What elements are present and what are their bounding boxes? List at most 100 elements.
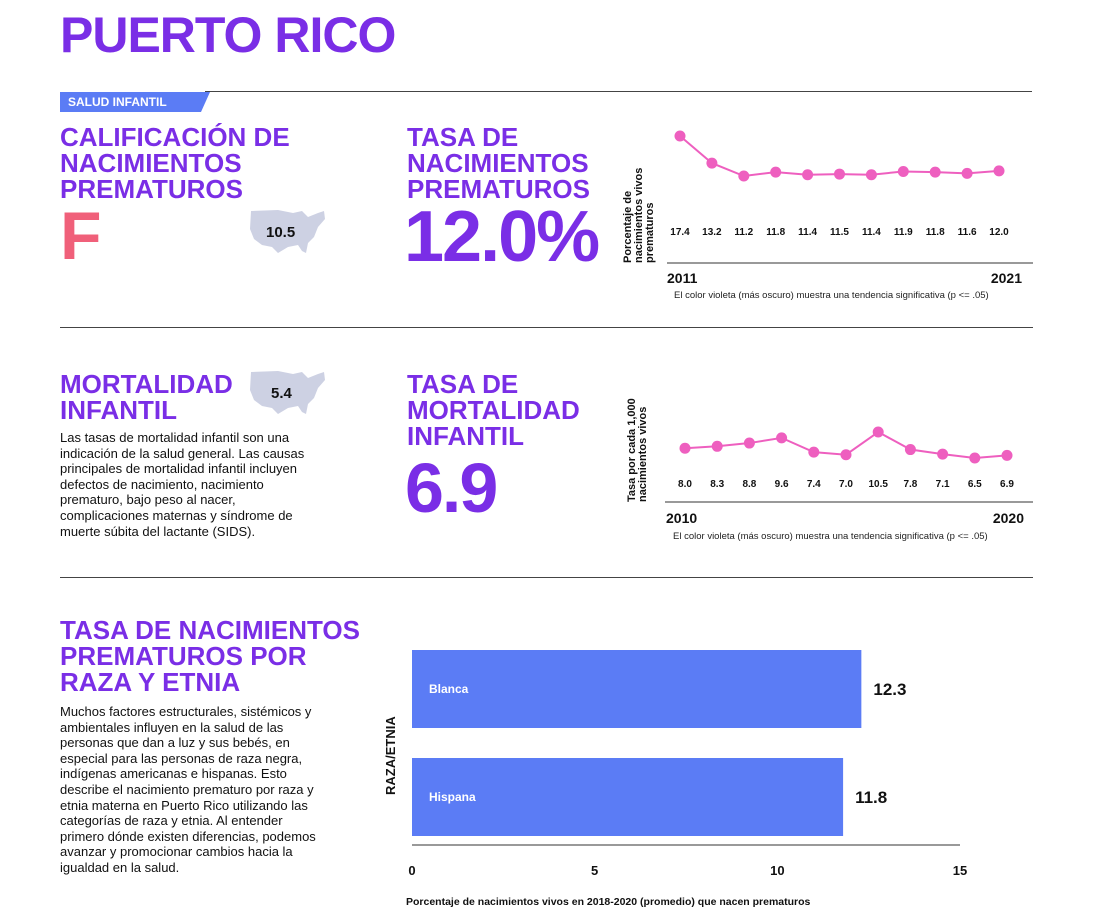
data-label: 10.5 [868, 479, 888, 490]
data-point [993, 165, 1005, 177]
x-tick-label: 0 [408, 863, 415, 878]
trend-note: El color violeta (más oscuro) muestra un… [674, 290, 989, 301]
race-description: Muchos factores estructurales, sistémico… [60, 704, 316, 875]
data-point [802, 169, 814, 181]
series-marks: 8.0 8.3 8.8 9.6 7.4 7.0 10.5 7.8 7.1 6.5 6.9 [678, 426, 1014, 490]
bar [412, 650, 862, 728]
mortality-rate-heading: TASA DE MORTALIDAD INFANTIL [407, 371, 580, 449]
section-tag: SALUD INFANTIL [60, 92, 210, 112]
heading-line: PREMATUROS POR [60, 641, 307, 671]
data-point [743, 437, 755, 449]
data-point [776, 432, 788, 444]
data-label: 7.0 [839, 479, 853, 490]
grade-heading: CALIFICACIÓN DE NACIMIENTOS PREMATUROS [60, 124, 290, 202]
bar-value-label: 12.3 [873, 680, 906, 699]
y-axis-label: RAZA/ETNIA [383, 716, 398, 795]
data-point [834, 168, 845, 180]
heading-line: PREMATUROS [407, 174, 590, 204]
data-label: 11.2 [734, 227, 753, 238]
heading-line: MORTALIDAD [60, 369, 233, 399]
data-point [770, 166, 782, 178]
grade-letter: F [60, 198, 102, 274]
bar [412, 758, 844, 836]
heading-line: MORTALIDAD [407, 395, 580, 425]
bar-category-label: Blanca [429, 682, 469, 696]
data-label: 11.9 [894, 227, 913, 238]
data-point [929, 166, 941, 178]
mortality-value: 6.9 [405, 449, 498, 527]
data-label: 8.3 [710, 479, 724, 490]
x-tick-label: 10 [770, 863, 784, 878]
x-start-label: 2011 [667, 270, 698, 286]
data-point [674, 130, 686, 142]
divider [60, 327, 1033, 328]
heading-line: NACIMIENTOS [60, 148, 242, 178]
data-label: 7.1 [936, 479, 950, 490]
y-axis-label-line: nacimientos vivos [637, 407, 649, 502]
data-point [706, 157, 718, 169]
data-label: 11.6 [958, 227, 977, 238]
data-point [961, 167, 973, 179]
y-axis-label-line: Porcentaje de [622, 191, 634, 263]
y-axis-label-line: Tasa por cada 1,000 [626, 398, 638, 502]
heading-line: TASA DE NACIMIENTOS [60, 615, 360, 645]
data-label: 9.6 [775, 479, 789, 490]
data-point [738, 170, 750, 182]
trend-note: El color violeta (más oscuro) muestra un… [673, 531, 988, 542]
x-tick-label: 15 [953, 863, 967, 878]
series-marks: 17.4 13.2 11.2 11.8 11.4 11.5 11.4 11.9 11.8 11.6… [670, 130, 1009, 238]
data-label: 11.8 [766, 227, 785, 238]
data-point [897, 165, 909, 177]
data-point [808, 446, 820, 458]
data-point [840, 449, 852, 461]
y-axis-label-line: prematuros [644, 202, 656, 263]
data-point [711, 440, 723, 452]
data-label: 13.2 [702, 227, 722, 238]
data-label: 8.0 [678, 479, 692, 490]
heading-line: TASA DE [407, 122, 519, 152]
heading-line: INFANTIL [407, 421, 524, 451]
mortality-heading: MORTALIDAD INFANTIL [60, 371, 233, 423]
divider [60, 577, 1033, 578]
heading-line: CALIFICACIÓN DE [60, 122, 290, 152]
data-label: 7.4 [807, 479, 821, 490]
x-axis-label: Porcentaje de nacimientos vivos en 2018-… [406, 896, 811, 908]
mortality-trend-chart: Tasa por cada 1,000 nacimientos vivos 20… [626, 395, 1033, 526]
data-point [969, 452, 981, 464]
heading-line: PREMATUROS [60, 174, 243, 204]
data-point [937, 448, 949, 460]
x-start-label: 2010 [666, 510, 697, 526]
mortality-description: Las tasas de mortalidad infantil son una… [60, 430, 305, 539]
us-map-icon [250, 210, 325, 253]
data-label: 7.8 [903, 479, 917, 490]
data-point [904, 444, 916, 456]
x-end-label: 2020 [993, 510, 1024, 526]
us-value: 10.5 [266, 224, 296, 241]
data-label: 6.9 [1000, 479, 1014, 490]
data-label: 11.4 [798, 227, 817, 238]
data-label: 12.0 [989, 227, 1009, 238]
us-value: 5.4 [271, 385, 292, 402]
preterm-value: 12.0% [404, 197, 600, 277]
divider [205, 91, 1032, 92]
data-point [872, 426, 884, 438]
page-title: PUERTO RICO [60, 7, 396, 63]
y-axis-label-line: nacimientos vivos [633, 168, 645, 263]
heading-line: NACIMIENTOS [407, 148, 589, 178]
x-ticks: 0 5 10 15 [408, 863, 967, 878]
data-point [1001, 449, 1013, 461]
data-label: 17.4 [670, 227, 690, 238]
race-heading: TASA DE NACIMIENTOS PREMATUROS POR RAZA … [60, 617, 360, 695]
bar-value-label: 11.8 [855, 788, 887, 807]
x-tick-label: 5 [591, 863, 598, 878]
y-axis-label: Tasa por cada 1,000 nacimientos vivos [626, 395, 649, 502]
y-axis-label: Porcentaje de nacimientos vivos prematur… [622, 165, 656, 263]
bar-category-label: Hispana [429, 790, 476, 804]
x-end-label: 2021 [991, 270, 1022, 286]
data-label: 11.4 [862, 227, 881, 238]
data-label: 6.5 [968, 479, 982, 490]
heading-line: RAZA Y ETNIA [60, 667, 241, 697]
heading-line: TASA DE [407, 369, 519, 399]
heading-line: INFANTIL [60, 395, 177, 425]
